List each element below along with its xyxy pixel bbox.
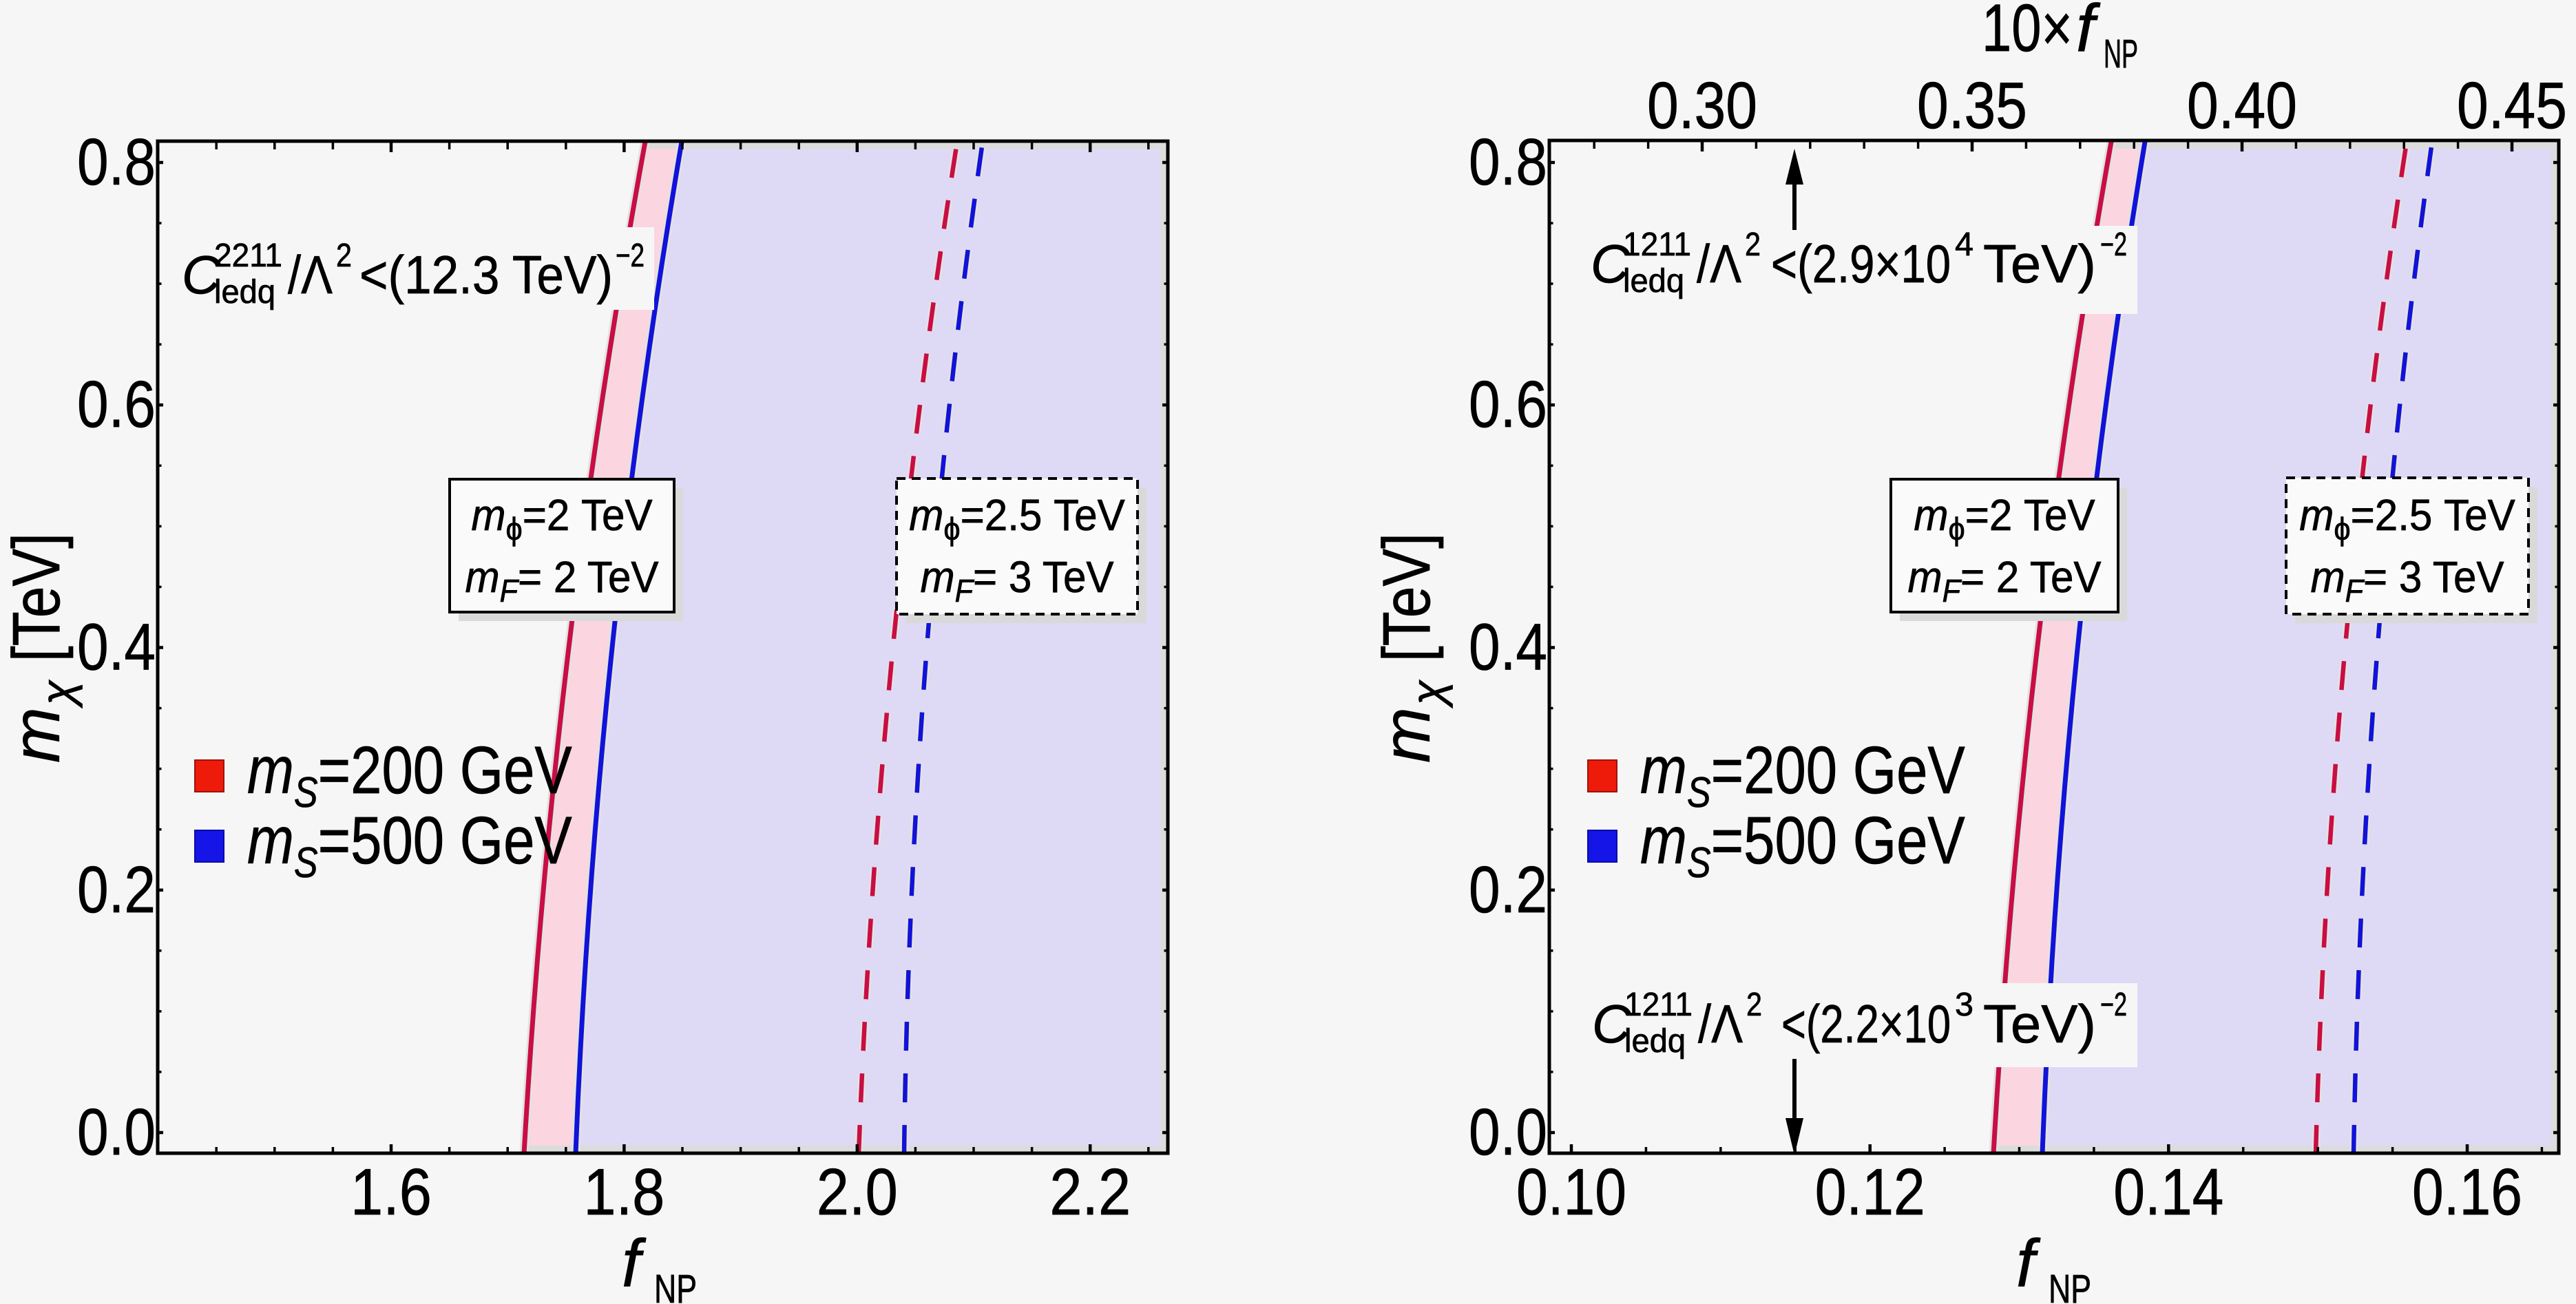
svg-text:0.14: 0.14 bbox=[2113, 1155, 2223, 1229]
svg-text:0.8: 0.8 bbox=[1469, 125, 1547, 199]
svg-text:2: 2 bbox=[336, 238, 352, 274]
svg-text:ledq: ledq bbox=[1623, 263, 1684, 299]
svg-text:−2: −2 bbox=[616, 238, 645, 274]
svg-text:mϕ=2.5 TeV: mϕ=2.5 TeV bbox=[909, 491, 1125, 547]
svg-text:m: m bbox=[1369, 707, 1444, 763]
svg-text:mS=200 GeV: mS=200 GeV bbox=[1640, 733, 1965, 817]
svg-text:2.2: 2.2 bbox=[1049, 1155, 1131, 1229]
svg-text:0.0: 0.0 bbox=[77, 1095, 156, 1169]
svg-text:<(12.3 TeV): <(12.3 TeV) bbox=[359, 244, 613, 305]
svg-text:1211: 1211 bbox=[1624, 987, 1693, 1023]
svg-text:mS=200 GeV: mS=200 GeV bbox=[247, 733, 572, 817]
svg-text:0.16: 0.16 bbox=[2412, 1155, 2522, 1229]
svg-text:mϕ=2 TeV: mϕ=2 TeV bbox=[471, 491, 653, 547]
svg-text:mϕ=2.5 TeV: mϕ=2.5 TeV bbox=[2299, 491, 2515, 547]
svg-text:/Λ: /Λ bbox=[1698, 993, 1743, 1054]
svg-text:mS=500 GeV: mS=500 GeV bbox=[1640, 803, 1965, 887]
svg-text:1.6: 1.6 bbox=[350, 1155, 432, 1229]
svg-text:0.10: 0.10 bbox=[1516, 1155, 1626, 1229]
svg-text:NP: NP bbox=[2104, 32, 2138, 76]
svg-text:0.0: 0.0 bbox=[1469, 1095, 1547, 1169]
svg-text:C: C bbox=[182, 244, 221, 305]
svg-text:0.35: 0.35 bbox=[1917, 69, 2027, 143]
svg-text:4: 4 bbox=[1955, 227, 1973, 263]
svg-text:[TeV]: [TeV] bbox=[0, 533, 74, 677]
svg-text:2.0: 2.0 bbox=[817, 1155, 898, 1229]
svg-text:0.12: 0.12 bbox=[1815, 1155, 1925, 1229]
svg-text:0.4: 0.4 bbox=[77, 611, 156, 684]
svg-text:C: C bbox=[1591, 233, 1630, 294]
svg-text:χ: χ bbox=[1402, 680, 1453, 708]
svg-text:NP: NP bbox=[2049, 1267, 2091, 1304]
svg-text:<(2.2×10: <(2.2×10 bbox=[1781, 993, 1951, 1054]
svg-text:mS=500 GeV: mS=500 GeV bbox=[247, 803, 572, 887]
svg-text:mϕ=2 TeV: mϕ=2 TeV bbox=[1914, 491, 2095, 547]
svg-text:mF= 2 TeV: mF= 2 TeV bbox=[1907, 553, 2102, 609]
svg-text:<(2.9×10: <(2.9×10 bbox=[1771, 233, 1951, 294]
svg-text:TeV): TeV) bbox=[1983, 993, 2096, 1054]
svg-text:mF= 3 TeV: mF= 3 TeV bbox=[920, 553, 1114, 609]
svg-text:1211: 1211 bbox=[1623, 227, 1691, 263]
svg-text:TeV): TeV) bbox=[1983, 233, 2096, 294]
svg-text:C: C bbox=[1592, 993, 1631, 1054]
svg-text:0.30: 0.30 bbox=[1647, 69, 1757, 143]
svg-text:10×: 10× bbox=[1982, 0, 2073, 65]
svg-text:/Λ: /Λ bbox=[288, 244, 333, 305]
svg-text:/Λ: /Λ bbox=[1697, 233, 1741, 294]
svg-text:2: 2 bbox=[1745, 227, 1761, 263]
svg-text:0.4: 0.4 bbox=[1469, 611, 1547, 684]
svg-text:[TeV]: [TeV] bbox=[1369, 533, 1444, 677]
svg-text:m: m bbox=[0, 707, 74, 763]
svg-text:−2: −2 bbox=[2100, 987, 2127, 1023]
svg-text:0.6: 0.6 bbox=[77, 368, 156, 441]
svg-text:mF= 3 TeV: mF= 3 TeV bbox=[2310, 553, 2504, 609]
svg-text:2: 2 bbox=[1746, 987, 1762, 1023]
svg-text:mF= 2 TeV: mF= 2 TeV bbox=[465, 553, 659, 609]
svg-text:ledq: ledq bbox=[1624, 1023, 1686, 1060]
svg-text:0.6: 0.6 bbox=[1469, 368, 1547, 441]
svg-text:1.8: 1.8 bbox=[583, 1155, 664, 1229]
svg-text:0.40: 0.40 bbox=[2187, 69, 2297, 143]
svg-text:NP: NP bbox=[654, 1267, 697, 1304]
svg-text:2211: 2211 bbox=[214, 238, 282, 274]
svg-text:0.2: 0.2 bbox=[1469, 853, 1547, 927]
svg-text:−2: −2 bbox=[2100, 227, 2127, 263]
svg-text:3: 3 bbox=[1955, 987, 1973, 1023]
svg-text:0.45: 0.45 bbox=[2457, 69, 2567, 143]
svg-text:χ: χ bbox=[32, 680, 83, 708]
svg-text:0.2: 0.2 bbox=[77, 853, 156, 927]
svg-text:0.8: 0.8 bbox=[77, 125, 156, 199]
svg-text:ledq: ledq bbox=[214, 274, 275, 311]
